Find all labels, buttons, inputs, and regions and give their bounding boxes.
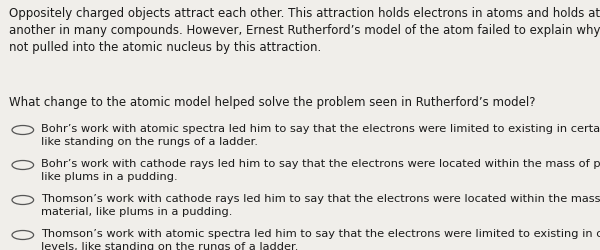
Text: Oppositely charged objects attract each other. This attraction holds electrons i: Oppositely charged objects attract each … (9, 8, 600, 54)
Text: What change to the atomic model helped solve the problem seen in Rutherford’s mo: What change to the atomic model helped s… (9, 96, 536, 109)
Text: Bohr’s work with cathode rays led him to say that the electrons were located wit: Bohr’s work with cathode rays led him to… (41, 159, 600, 182)
Text: Thomson’s work with atomic spectra led him to say that the electrons were limite: Thomson’s work with atomic spectra led h… (41, 229, 600, 250)
Text: Bohr’s work with atomic spectra led him to say that the electrons were limited t: Bohr’s work with atomic spectra led him … (41, 124, 600, 146)
Text: Thomson’s work with cathode rays led him to say that the electrons were located : Thomson’s work with cathode rays led him… (41, 194, 600, 216)
